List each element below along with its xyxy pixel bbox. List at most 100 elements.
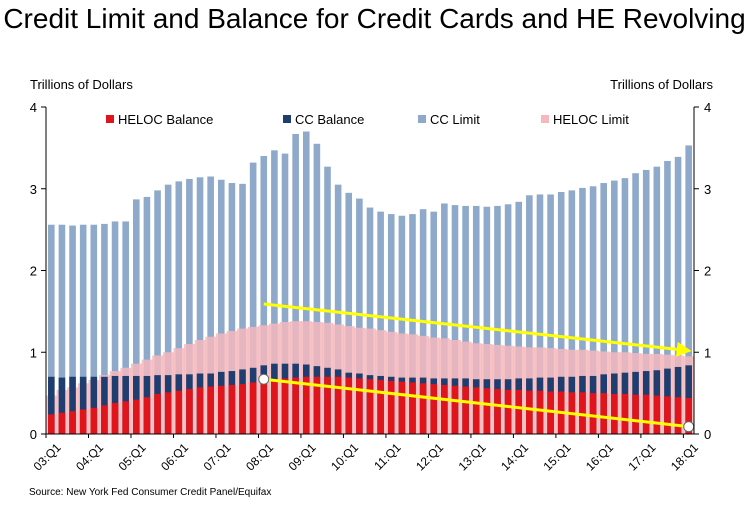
heloc-balance-bar — [483, 388, 491, 434]
heloc-balance-bar — [217, 385, 225, 434]
source-note: Source: New York Fed Consumer Credit Pan… — [29, 487, 272, 498]
heloc-balance-bar — [632, 394, 639, 434]
chart-title: Credit Limit and Balance for Credit Card… — [3, 3, 746, 34]
heloc-balance-bar — [133, 399, 140, 434]
cc-limit-bar — [568, 190, 576, 434]
heloc-balance-bar — [419, 383, 427, 434]
cc-balance-bar — [79, 376, 87, 434]
cc-limit-bar — [483, 206, 491, 434]
legend-swatch — [418, 115, 426, 123]
heloc-balance-bar — [175, 390, 183, 434]
heloc-balance-bar — [324, 376, 331, 434]
x-tick-label: 07:Q1 — [201, 440, 234, 473]
cc-limit-bar — [48, 224, 55, 434]
heloc-balance-bar — [122, 401, 129, 434]
cc-limit-bar — [366, 207, 374, 434]
cc-limit-bar — [377, 211, 384, 434]
heloc-balance-bar — [58, 412, 66, 434]
heloc-balance-bar — [207, 386, 214, 434]
x-tick-label: 05:Q1 — [116, 440, 149, 473]
x-tick-label: 18:Q1 — [668, 440, 701, 473]
heloc-balance-bar — [228, 384, 236, 434]
x-tick-label: 06:Q1 — [158, 440, 191, 473]
y-tick-label-right: 4 — [704, 100, 711, 115]
trend-end-marker — [683, 421, 695, 433]
cc-limit-bar — [90, 224, 98, 434]
cc-balance-bar — [90, 376, 98, 434]
heloc-balance-bar — [547, 391, 554, 434]
cc-limit-bar — [260, 156, 268, 435]
heloc-balance-bar — [441, 384, 448, 434]
cc-limit-bar — [674, 156, 682, 434]
x-tick-label: 08:Q1 — [243, 440, 276, 473]
heloc-balance-bar — [164, 392, 172, 434]
y-tick-label-left: 0 — [30, 427, 37, 442]
heloc-balance-bar — [356, 378, 363, 434]
x-tick-label: 11:Q1 — [371, 440, 404, 473]
cc-limit-bar — [164, 184, 172, 434]
cc-balance-bar — [69, 376, 76, 434]
heloc-balance-bar — [249, 382, 257, 434]
trend-arrows — [258, 302, 695, 433]
x-tick-label: 17:Q1 — [626, 440, 659, 473]
heloc-balance-bar — [366, 379, 374, 434]
heloc-balance-bar — [536, 390, 544, 434]
heloc-balance-bar — [239, 384, 246, 434]
heloc-balance-bar — [515, 389, 523, 434]
cc-limit-bar — [409, 214, 416, 434]
x-tick-label: 16:Q1 — [583, 440, 616, 473]
heloc-balance-bar — [621, 393, 629, 434]
cc-limit-bar — [228, 183, 236, 434]
heloc-balance-bar — [494, 389, 501, 434]
legend-label: CC Limit — [430, 112, 480, 127]
cc-limit-bar — [292, 133, 299, 435]
heloc-balance-bar — [377, 380, 384, 434]
y-tick-label-right: 0 — [704, 427, 711, 442]
trend-arrow-line — [263, 377, 689, 429]
cc-limit-bar — [451, 205, 459, 434]
trend-start-marker — [258, 373, 270, 385]
x-tick-label: 14:Q1 — [498, 440, 531, 473]
x-tick-label: 15:Q1 — [541, 440, 574, 473]
cc-limit-bar — [281, 153, 289, 434]
y-tick-label-left: 1 — [30, 345, 37, 360]
cc-limit-bar — [462, 205, 469, 434]
heloc-balance-bar — [196, 387, 204, 434]
cc-limit-bar — [387, 214, 395, 434]
heloc-balance-bar — [674, 397, 682, 434]
heloc-balance-bar — [611, 393, 618, 434]
cc-limit-bar — [217, 179, 225, 434]
trend-arrow-line — [263, 302, 692, 357]
heloc-balance-bar — [345, 377, 353, 434]
heloc-balance-bar — [260, 380, 268, 434]
cc-limit-bar — [69, 225, 76, 434]
heloc-balance-bar — [462, 386, 469, 434]
cc-limit-bar — [207, 176, 214, 435]
cc-limit-bar — [579, 187, 586, 434]
heloc-balance-bar — [48, 414, 55, 434]
y-tick-label-right: 1 — [704, 345, 711, 360]
cc-limit-bar — [621, 178, 629, 434]
heloc-balance-bar — [186, 389, 193, 434]
heloc-balance-bar — [79, 409, 87, 434]
cc-limit-bar — [334, 184, 342, 434]
heloc-balance-bar — [143, 397, 151, 434]
legend-swatch — [106, 115, 114, 123]
heloc-balance-bar — [90, 407, 98, 434]
heloc-balance-bar — [334, 376, 342, 434]
credit-limit-balance-chart: 0 0 1 1 2 2 3 3 4 4 03:Q1 04:Q1 05:Q1 06:Q1 07:Q1 08:Q1… — [30, 100, 711, 473]
heloc-balance-bar — [653, 395, 661, 434]
y-tick-label-left: 3 — [30, 182, 37, 197]
cc-limit-bar — [175, 181, 183, 434]
heloc-balance-bar — [526, 390, 533, 434]
y-tick-label-left: 4 — [30, 100, 37, 115]
cc-limit-bar — [472, 205, 480, 434]
cc-limit-bar — [111, 221, 119, 434]
heloc-balance-bar — [101, 405, 108, 434]
cc-limit-bar — [526, 195, 533, 434]
heloc-balance-bar — [292, 377, 299, 434]
cc-limit-bar — [642, 169, 650, 434]
heloc-balance-bar — [281, 378, 289, 434]
heloc-balance-bar — [69, 411, 76, 434]
cc-limit-bar — [196, 177, 204, 434]
